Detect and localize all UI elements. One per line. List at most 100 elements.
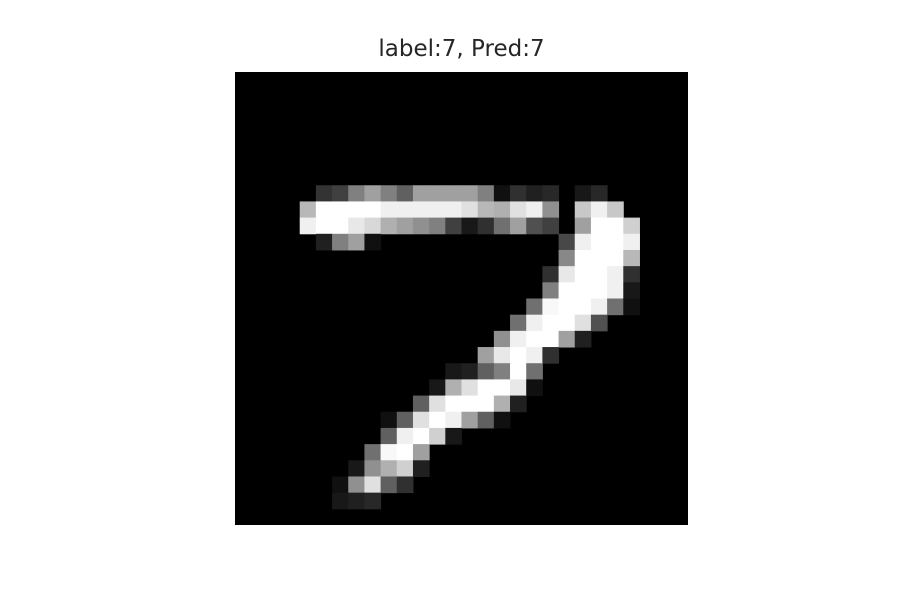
digit-pixel [477,217,495,235]
digit-pixel [412,427,430,445]
digit-pixel [396,427,414,445]
digit-pixel [364,233,382,251]
digit-pixel [526,363,543,380]
digit-pixel [574,266,592,283]
digit-pixel [477,201,495,219]
digit-pixel [510,217,527,235]
digit-pixel [493,217,511,235]
digit-pixel [461,395,479,413]
digit-pixel [429,185,446,202]
digit-pixel [445,379,462,397]
digit-pixel [623,266,640,283]
digit-pixel [332,217,349,235]
digit-pixel [526,298,543,316]
digit-pixel [510,330,527,348]
digit-pixel [558,298,576,316]
digit-pixel [542,217,560,235]
digit-pixel [542,330,560,348]
digit-pixel [510,379,527,397]
digit-pixel [574,282,592,299]
digit-pixel [542,298,560,316]
digit-pixel [364,201,382,219]
digit-pixel [574,249,592,267]
digit-pixel [623,249,640,267]
digit-pixel [574,233,592,251]
digit-pixel [332,476,349,494]
digit-pixel [364,444,382,461]
digit-pixel [590,217,608,235]
digit-pixel [493,347,511,364]
digit-pixel [558,314,576,332]
digit-pixel [607,266,624,283]
digit-pixel [607,217,624,235]
digit-pixel [590,282,608,299]
digit-pixel [461,185,479,202]
digit-pixel [510,201,527,219]
digit-pixel [396,411,414,429]
digit-pixel [574,330,592,348]
digit-pixel [477,395,495,413]
digit-pixel [590,249,608,267]
digit-pixel [574,201,592,219]
digit-pixel [299,201,317,219]
digit-pixel [558,266,576,283]
digit-pixel-grid [235,72,688,525]
digit-pixel [493,330,511,348]
digit-pixel [590,298,608,316]
digit-pixel [445,395,462,413]
digit-pixel [315,201,333,219]
digit-pixel [623,282,640,299]
digit-pixel [445,427,462,445]
digit-pixel [526,314,543,332]
digit-pixel [412,411,430,429]
digit-pixel [445,411,462,429]
digit-pixel [380,217,398,235]
digit-pixel [396,444,414,461]
digit-pixel [396,201,414,219]
digit-pixel [542,347,560,364]
digit-pixel [396,460,414,477]
digit-pixel [493,411,511,429]
digit-pixel [623,298,640,316]
digit-pixel [364,217,382,235]
digit-pixel [477,347,495,364]
digit-pixel [348,460,365,477]
digit-pixel [380,460,398,477]
digit-pixel [493,395,511,413]
digit-image [235,72,688,525]
digit-pixel [510,314,527,332]
digit-pixel [526,217,543,235]
digit-pixel [429,379,446,397]
digit-pixel [558,233,576,251]
digit-pixel [542,185,560,202]
digit-pixel [493,185,511,202]
digit-pixel [380,201,398,219]
digit-pixel [364,460,382,477]
digit-pixel [445,185,462,202]
digit-pixel [623,217,640,235]
digit-pixel [412,185,430,202]
digit-pixel [380,444,398,461]
digit-pixel [493,379,511,397]
digit-pixel [364,185,382,202]
digit-pixel [590,314,608,332]
digit-pixel [607,298,624,316]
digit-pixel [364,492,382,510]
digit-pixel [315,233,333,251]
digit-pixel [445,363,462,380]
digit-pixel [623,233,640,251]
digit-pixel [510,185,527,202]
digit-pixel [396,185,414,202]
digit-pixel [348,233,365,251]
digit-pixel [332,492,349,510]
digit-pixel [558,249,576,267]
digit-pixel [380,185,398,202]
digit-pixel [590,266,608,283]
digit-pixel [348,217,365,235]
digit-pixel [607,201,624,219]
digit-pixel [396,476,414,494]
digit-pixel [477,185,495,202]
digit-pixel [380,427,398,445]
digit-pixel [429,217,446,235]
digit-pixel [542,282,560,299]
